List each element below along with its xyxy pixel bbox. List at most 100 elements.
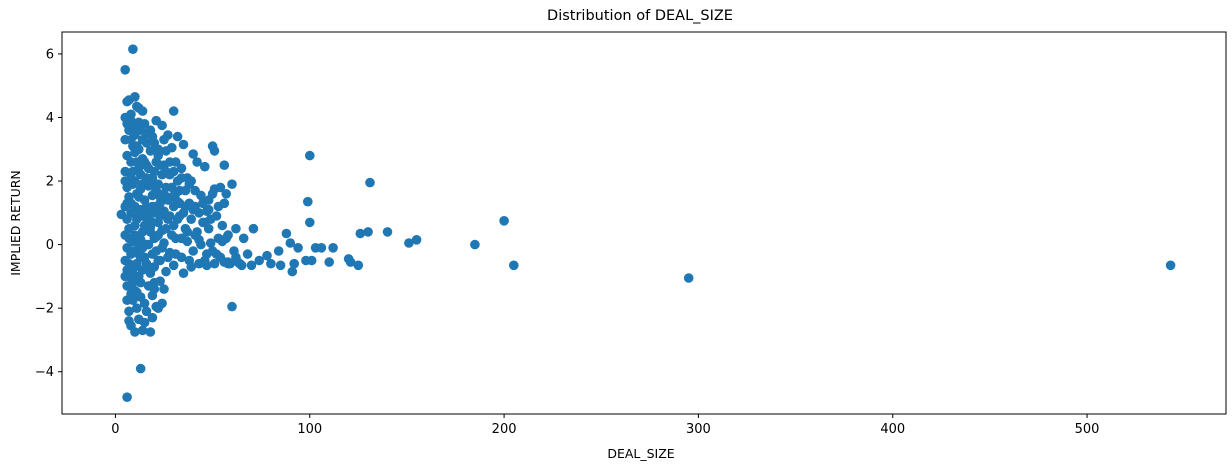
- data-point: [130, 176, 140, 186]
- data-point: [135, 363, 146, 374]
- data-point: [145, 146, 156, 156]
- data-point: [130, 230, 140, 240]
- data-point: [324, 257, 335, 267]
- x-tick-label: 400: [880, 422, 905, 437]
- data-point: [345, 257, 356, 267]
- x-tick-label: 0: [111, 422, 119, 437]
- data-point: [163, 195, 173, 205]
- data-point: [124, 316, 134, 326]
- data-point: [161, 266, 171, 277]
- data-point: [289, 258, 300, 269]
- data-point: [180, 185, 191, 196]
- data-point: [155, 276, 165, 287]
- data-point: [153, 179, 163, 189]
- y-tick-label: −4: [35, 365, 54, 380]
- data-point: [207, 189, 218, 199]
- data-point: [134, 144, 144, 155]
- x-tick-label: 100: [297, 422, 322, 437]
- data-point: [153, 230, 163, 240]
- data-point: [404, 238, 414, 248]
- data-point: [120, 112, 130, 123]
- data-point: [509, 260, 519, 271]
- data-point: [130, 327, 140, 337]
- data-point: [215, 182, 226, 193]
- data-point: [262, 250, 272, 261]
- data-point: [153, 303, 163, 314]
- data-point: [141, 306, 152, 317]
- data-point: [143, 163, 154, 174]
- data-point: [161, 146, 171, 156]
- data-point: [147, 173, 158, 183]
- data-point: [149, 284, 160, 294]
- data-point: [151, 201, 161, 212]
- data-point: [198, 198, 208, 209]
- data-point: [165, 157, 175, 167]
- data-point: [172, 214, 183, 224]
- data-point: [246, 260, 257, 271]
- data-point: [135, 277, 146, 288]
- data-point: [219, 198, 230, 209]
- x-tick-label: 300: [686, 422, 711, 437]
- y-tick-label: 2: [46, 175, 54, 190]
- data-point: [190, 230, 200, 240]
- data-point: [170, 249, 181, 259]
- data-point: [285, 238, 296, 248]
- data-point: [293, 243, 303, 253]
- data-point: [215, 252, 226, 263]
- data-point: [161, 166, 171, 177]
- data-point: [231, 223, 241, 234]
- data-points: [116, 44, 1176, 403]
- data-point: [188, 149, 198, 159]
- x-axis-ticks: 0 100 200 300 400 500: [111, 414, 1099, 437]
- data-point: [163, 252, 173, 263]
- data-point: [132, 303, 142, 314]
- data-point: [176, 173, 187, 183]
- data-point: [120, 65, 130, 75]
- data-point: [238, 233, 249, 244]
- data-point: [683, 273, 694, 283]
- y-axis-label: IMPLIED RETURN: [8, 170, 23, 276]
- data-point: [316, 243, 327, 253]
- data-point: [128, 166, 138, 177]
- data-point: [161, 223, 171, 234]
- data-point: [221, 233, 231, 244]
- data-point: [209, 258, 220, 269]
- y-tick-label: −2: [35, 302, 54, 317]
- data-point: [411, 235, 422, 245]
- data-point: [303, 196, 313, 207]
- data-point: [217, 220, 228, 231]
- data-point: [120, 166, 130, 177]
- data-point: [209, 146, 220, 156]
- data-point: [143, 262, 154, 272]
- data-point: [153, 255, 163, 266]
- data-point: [196, 190, 206, 201]
- data-point: [167, 230, 177, 240]
- data-point: [231, 252, 241, 263]
- data-point: [143, 214, 154, 224]
- data-point: [139, 317, 150, 328]
- data-point: [242, 249, 253, 259]
- data-point: [159, 134, 169, 145]
- data-point: [128, 44, 138, 54]
- data-point: [137, 325, 148, 336]
- data-point: [328, 243, 338, 253]
- data-point: [227, 179, 237, 189]
- data-point: [134, 192, 144, 202]
- data-point: [305, 217, 315, 228]
- y-tick-label: 6: [46, 47, 54, 62]
- data-point: [147, 312, 158, 323]
- x-axis-label: DEAL_SIZE: [607, 446, 674, 461]
- data-point: [132, 287, 142, 298]
- data-point: [353, 260, 364, 271]
- data-point: [194, 208, 204, 218]
- data-point: [155, 160, 165, 170]
- data-point: [355, 228, 366, 239]
- data-point: [176, 163, 187, 174]
- data-point: [168, 260, 179, 271]
- data-point: [178, 208, 189, 218]
- data-point: [137, 106, 148, 116]
- data-point: [205, 238, 216, 248]
- data-point: [219, 160, 230, 170]
- data-point: [172, 131, 183, 142]
